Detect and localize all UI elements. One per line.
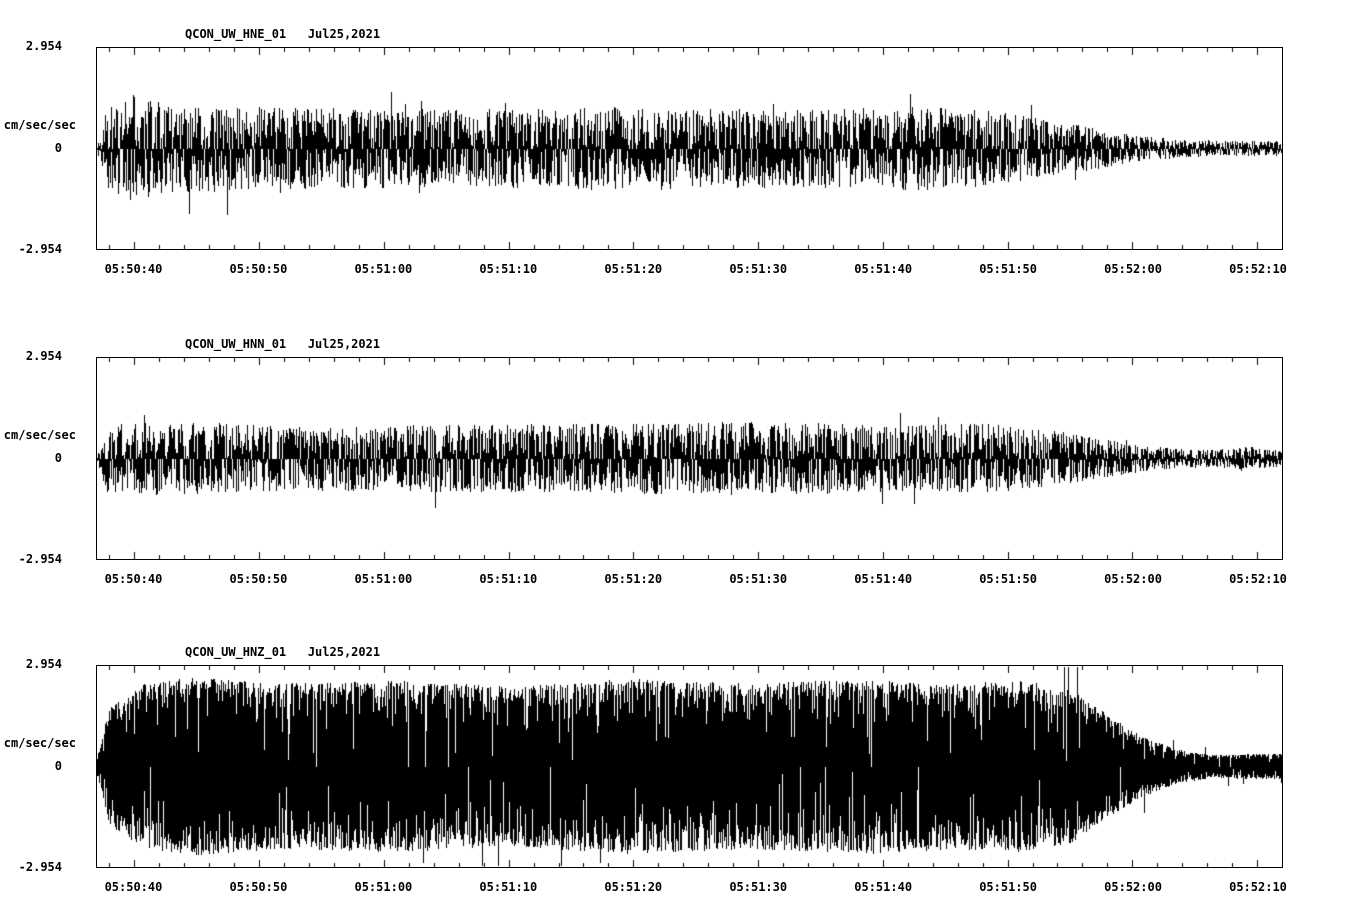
x-tick-label: 05:51:40: [854, 572, 913, 586]
y-max-label: 2.954: [25, 657, 62, 671]
y-axis-units: cm/sec/sec: [3, 736, 76, 750]
x-tick-label: 05:50:50: [229, 572, 288, 586]
y-min-label: -2.954: [18, 242, 62, 256]
x-tick-label: 05:50:50: [229, 880, 288, 894]
x-tick-label: 05:51:20: [604, 880, 663, 894]
x-tick-label: 05:50:40: [104, 880, 163, 894]
x-tick-label: 05:51:50: [979, 880, 1037, 894]
x-tick-label: 05:51:50: [979, 572, 1037, 586]
x-tick-label: 05:51:50: [979, 262, 1037, 276]
y-min-label: -2.954: [18, 860, 62, 874]
x-tick-label: 05:51:30: [729, 262, 788, 276]
x-tick-label: 05:51:10: [479, 262, 538, 276]
x-tick-label: 05:51:20: [604, 262, 663, 276]
waveform-canvas: [97, 48, 1282, 249]
y-axis-units: cm/sec/sec: [3, 118, 76, 132]
waveform-canvas: [97, 358, 1282, 559]
y-zero-label: 0: [54, 141, 62, 155]
x-tick-label: 05:51:30: [729, 880, 788, 894]
x-tick-label: 05:52:00: [1104, 572, 1162, 586]
x-tick-label: 05:51:10: [479, 880, 538, 894]
plot-area: [96, 665, 1283, 868]
x-tick-label: 05:52:10: [1229, 262, 1287, 276]
x-tick-label: 05:50:40: [104, 572, 163, 586]
y-zero-label: 0: [54, 759, 62, 773]
trace-title: QCON_UW_HNE_01 Jul25,2021: [185, 27, 381, 41]
trace-title: QCON_UW_HNZ_01 Jul25,2021: [185, 645, 381, 659]
x-tick-label: 05:51:40: [854, 262, 913, 276]
x-tick-label: 05:51:00: [354, 880, 413, 894]
x-tick-label: 05:52:00: [1104, 262, 1162, 276]
x-tick-label: 05:51:30: [729, 572, 788, 586]
waveform-canvas: [97, 666, 1282, 867]
y-max-label: 2.954: [25, 39, 62, 53]
x-tick-label: 05:51:00: [354, 262, 413, 276]
seismogram-panel-hnz: QCON_UW_HNZ_01 Jul25,2021 2.954 cm/sec/s…: [0, 639, 1358, 909]
x-tick-label: 05:51:20: [604, 572, 663, 586]
y-axis-units: cm/sec/sec: [3, 428, 76, 442]
x-tick-label: 05:52:00: [1104, 880, 1162, 894]
seismogram-panel-hne: QCON_UW_HNE_01 Jul25,2021 2.954 cm/sec/s…: [0, 21, 1358, 291]
trace-title: QCON_UW_HNN_01 Jul25,2021: [185, 337, 381, 351]
x-tick-label: 05:50:40: [104, 262, 163, 276]
x-tick-label: 05:52:10: [1229, 572, 1287, 586]
y-max-label: 2.954: [25, 349, 62, 363]
seismogram-panel-hnn: QCON_UW_HNN_01 Jul25,2021 2.954 cm/sec/s…: [0, 331, 1358, 601]
x-tick-label: 05:50:50: [229, 262, 288, 276]
x-tick-label: 05:51:10: [479, 572, 538, 586]
x-tick-label: 05:51:40: [854, 880, 913, 894]
plot-area: [96, 47, 1283, 250]
y-zero-label: 0: [54, 451, 62, 465]
x-tick-label: 05:52:10: [1229, 880, 1287, 894]
y-min-label: -2.954: [18, 552, 62, 566]
x-tick-label: 05:51:00: [354, 572, 413, 586]
plot-area: [96, 357, 1283, 560]
